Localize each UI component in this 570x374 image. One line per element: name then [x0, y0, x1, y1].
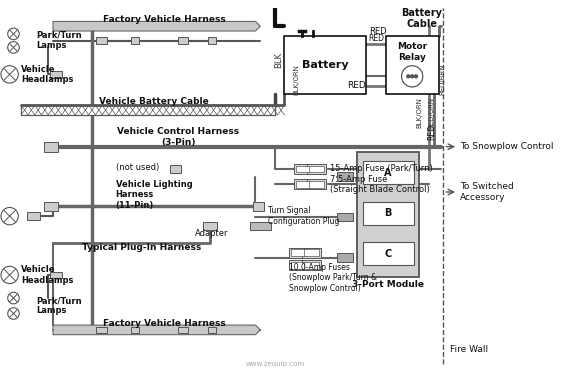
Circle shape [407, 75, 410, 78]
Text: Vehicle Lighting
Harness
(11-Pin): Vehicle Lighting Harness (11-Pin) [116, 180, 193, 210]
Text: A: A [384, 168, 392, 178]
Bar [44, 142, 58, 151]
Bar [296, 181, 311, 188]
Bar [363, 161, 414, 184]
Bar [253, 202, 264, 211]
Bar [304, 262, 319, 269]
Text: C: C [384, 249, 392, 259]
Bar [307, 164, 326, 174]
Bar [363, 202, 414, 225]
Bar [308, 166, 324, 172]
Bar [308, 181, 324, 188]
Bar [250, 222, 271, 230]
Text: To Snowplow Control: To Snowplow Control [460, 142, 553, 151]
Text: To Switched
Accessory: To Switched Accessory [460, 182, 514, 202]
Bar [302, 248, 321, 258]
Bar [291, 262, 307, 269]
Text: 7.5-Amp Fuse
(Straight Blade Control): 7.5-Amp Fuse (Straight Blade Control) [329, 175, 429, 194]
Circle shape [8, 308, 19, 319]
Circle shape [411, 75, 414, 78]
Bar [289, 248, 308, 258]
Circle shape [8, 42, 19, 53]
Text: 15-Amp Fuse (Park/Turn): 15-Amp Fuse (Park/Turn) [329, 165, 433, 174]
Bar [208, 37, 216, 44]
Text: RED/GRN: RED/GRN [428, 97, 434, 129]
Bar [337, 253, 353, 262]
Bar [96, 327, 107, 333]
Bar [178, 327, 189, 333]
Text: (not used): (not used) [116, 163, 159, 172]
Circle shape [401, 66, 423, 87]
Bar [96, 37, 107, 44]
Bar [294, 180, 314, 189]
Circle shape [8, 28, 19, 40]
Circle shape [8, 292, 19, 304]
Text: Fire Wall: Fire Wall [450, 345, 488, 354]
Text: Vehicle
Headlamps: Vehicle Headlamps [21, 265, 74, 285]
Polygon shape [53, 21, 260, 31]
Text: Factory Vehicle Harness: Factory Vehicle Harness [103, 15, 225, 24]
Text: www.zequip.com: www.zequip.com [245, 361, 304, 367]
Circle shape [1, 208, 18, 225]
Text: Vehicle
Headlamps: Vehicle Headlamps [21, 65, 74, 84]
Bar [337, 172, 353, 181]
Text: Typical Plug-In Harness: Typical Plug-In Harness [82, 243, 201, 252]
Bar [296, 166, 311, 172]
Bar [284, 36, 367, 94]
Circle shape [414, 75, 417, 78]
Bar [50, 272, 62, 278]
Bar [294, 164, 314, 174]
Bar [208, 327, 216, 333]
Text: RED: RED [369, 27, 386, 37]
Bar [27, 212, 40, 220]
Bar [363, 242, 414, 265]
Text: 10.0-Amp Fuses
(Snowplow Park/Turn &
Snowplow Control): 10.0-Amp Fuses (Snowplow Park/Turn & Sno… [289, 263, 377, 293]
Bar [337, 213, 353, 221]
Bar [21, 105, 275, 115]
Bar [304, 249, 319, 256]
Bar [307, 180, 326, 189]
Text: Battery: Battery [302, 60, 349, 70]
Text: BLK: BLK [274, 52, 283, 68]
Text: RED: RED [368, 34, 384, 43]
Polygon shape [53, 325, 260, 335]
Text: Park/Turn
Lamps: Park/Turn Lamps [36, 296, 82, 316]
Text: Battery
Cable: Battery Cable [401, 8, 442, 29]
Text: RED: RED [428, 124, 437, 140]
Text: Vehicle Battery Cable: Vehicle Battery Cable [99, 97, 209, 106]
Circle shape [1, 66, 18, 83]
Bar [131, 37, 139, 44]
Bar [386, 36, 439, 94]
Bar [178, 37, 189, 44]
Bar [44, 202, 58, 211]
Bar [50, 71, 62, 78]
Text: B: B [384, 208, 392, 218]
Text: Park/Turn
Lamps: Park/Turn Lamps [36, 31, 82, 50]
Text: 3-Port Module: 3-Port Module [352, 280, 424, 289]
Text: BLK/ORN: BLK/ORN [293, 64, 299, 95]
Text: RED: RED [347, 82, 366, 91]
Bar [291, 249, 307, 256]
Text: RED/BRN: RED/BRN [439, 64, 446, 95]
Text: Vehicle Control Harness
(3-Pin): Vehicle Control Harness (3-Pin) [117, 128, 239, 147]
Bar [170, 165, 181, 173]
Text: Factory Vehicle Harness: Factory Vehicle Harness [103, 319, 225, 328]
Bar [289, 260, 308, 270]
Text: BLK/ORN: BLK/ORN [416, 98, 422, 128]
Text: Adapter: Adapter [196, 229, 229, 238]
Bar [21, 105, 275, 115]
Bar [131, 327, 139, 333]
Bar [357, 151, 420, 277]
Bar [203, 222, 217, 230]
Text: Turn Signal
Configuration Plug: Turn Signal Configuration Plug [268, 206, 339, 226]
Text: Motor
Relay: Motor Relay [397, 42, 427, 62]
Circle shape [1, 266, 18, 283]
Bar [302, 260, 321, 270]
